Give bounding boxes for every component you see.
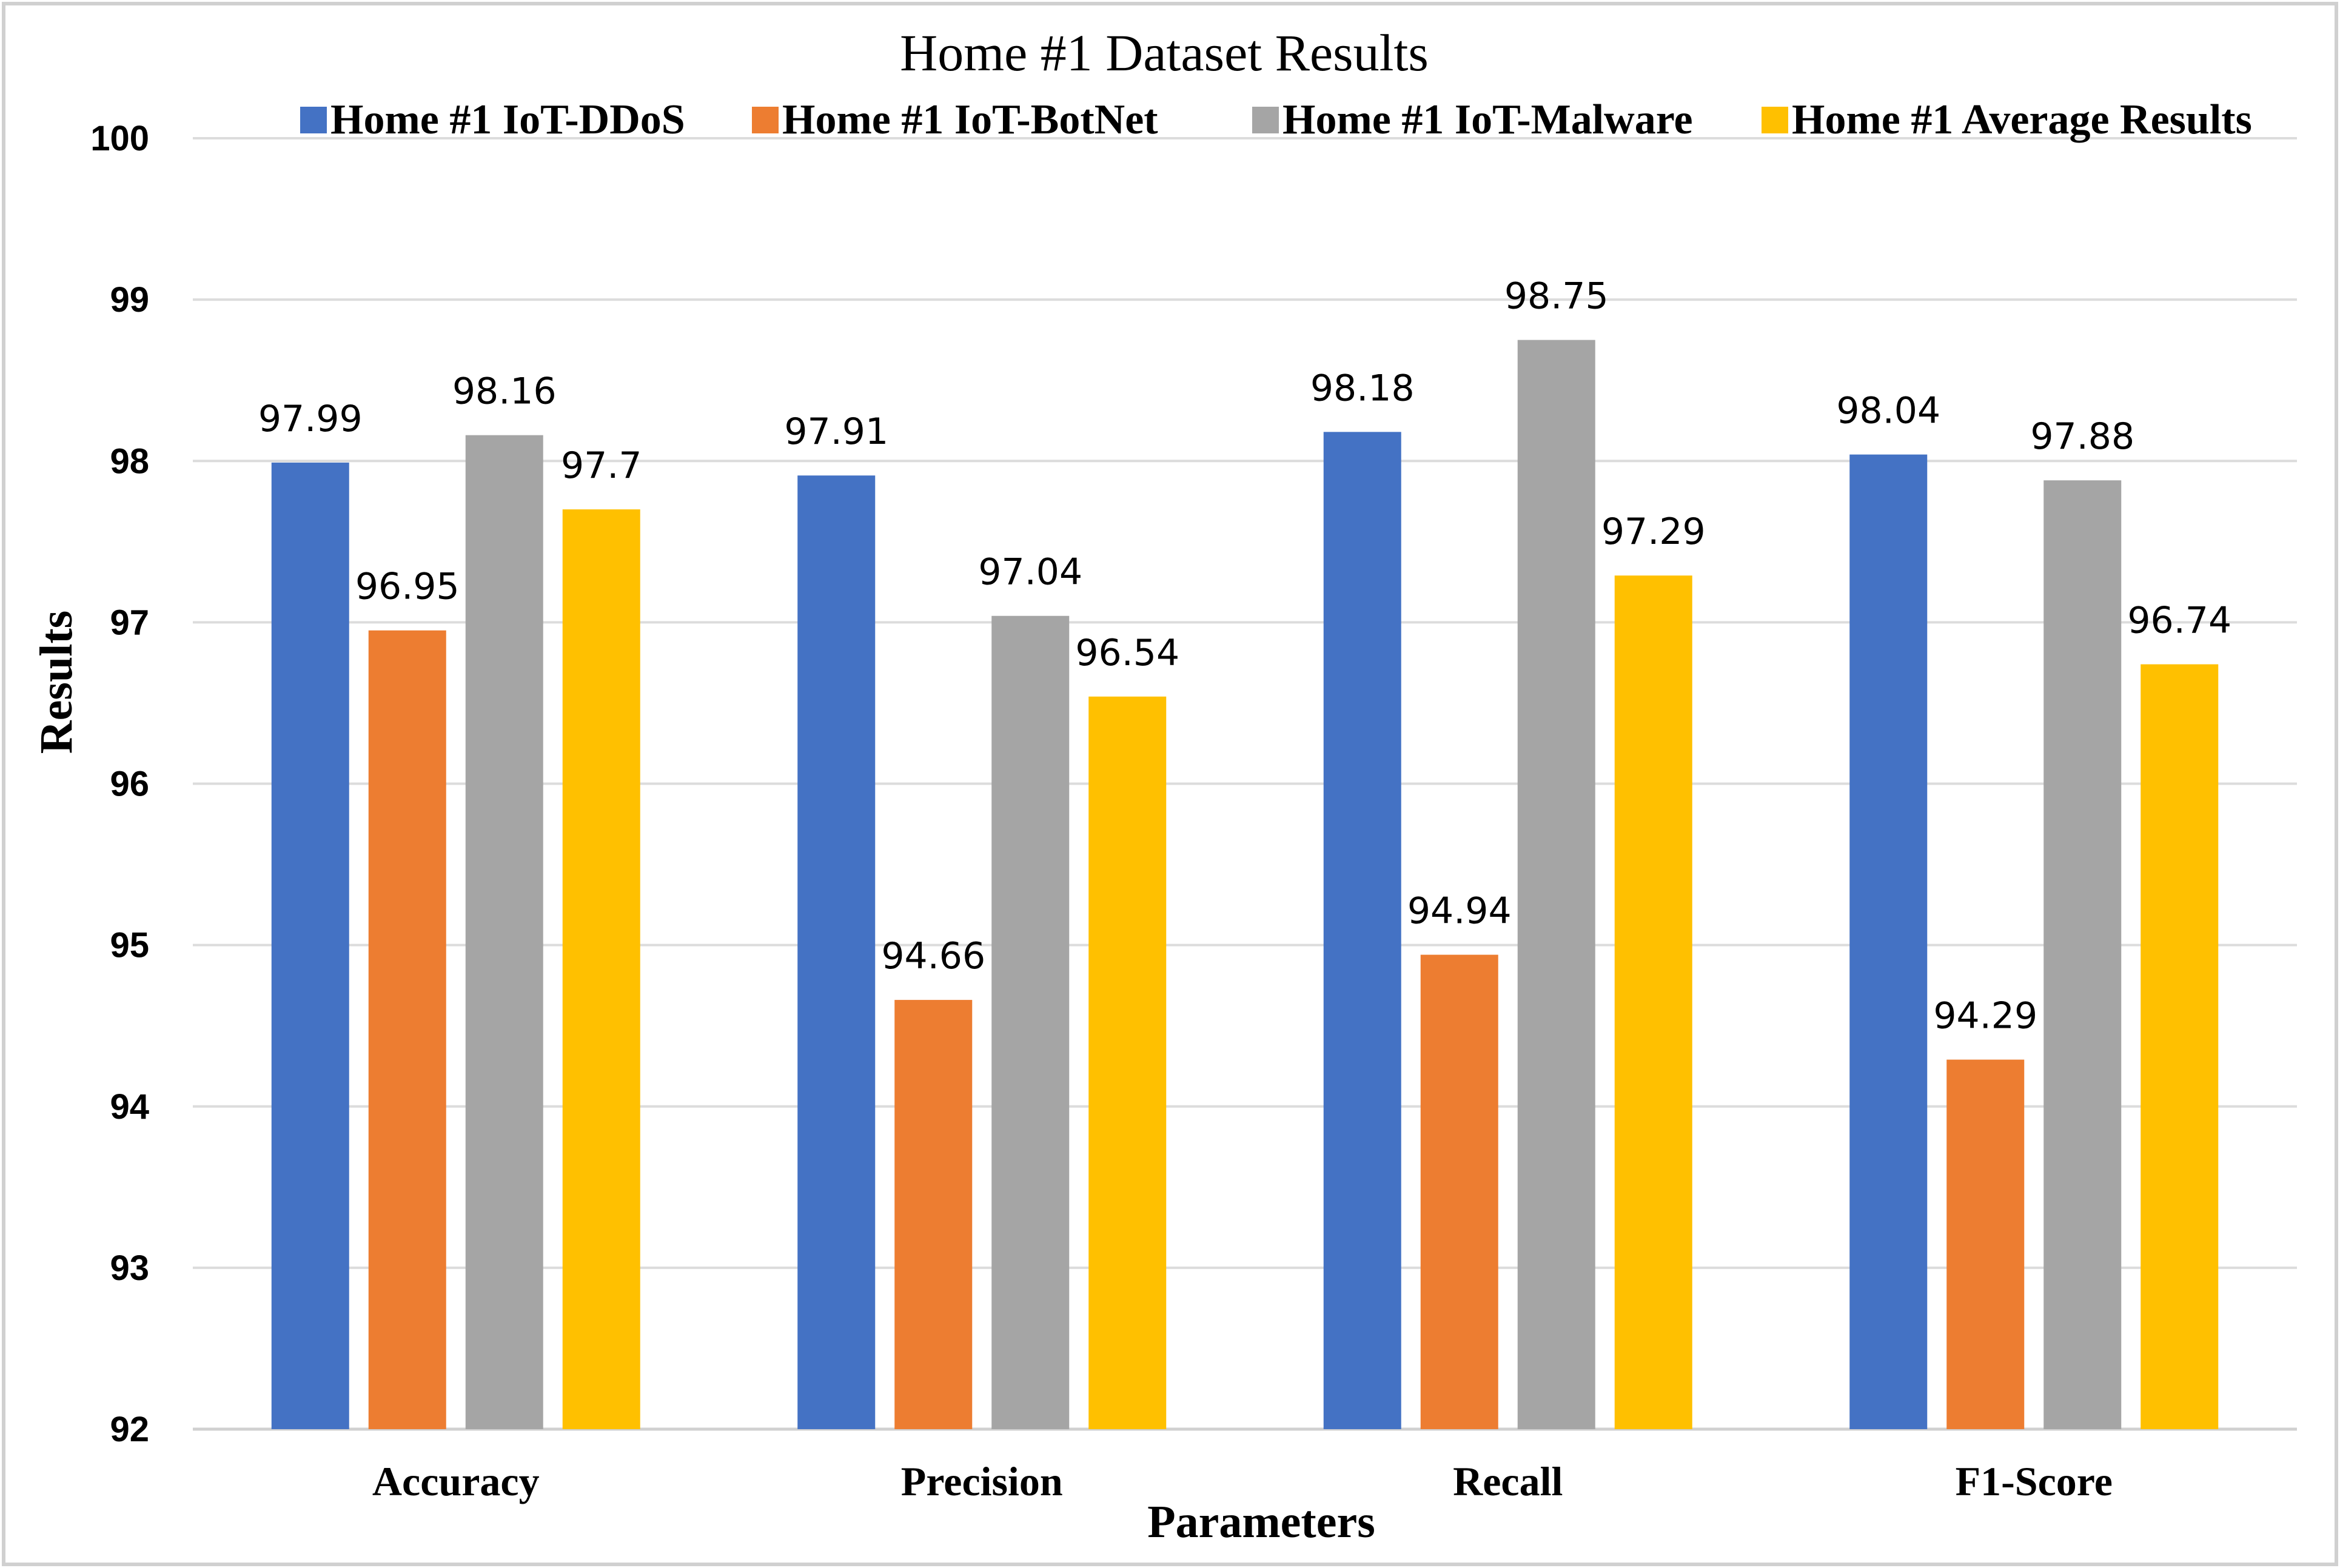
y-tick-label: 97	[110, 603, 149, 642]
category-label: Recall	[1453, 1458, 1563, 1504]
data-label: 97.29	[1601, 511, 1706, 553]
legend-label: Home #1 IoT-Malware	[1282, 96, 1693, 143]
y-tick-label: 92	[110, 1410, 149, 1449]
data-label: 97.7	[561, 444, 642, 487]
y-axis-title: Results	[31, 611, 82, 754]
category-label: Accuracy	[372, 1458, 540, 1504]
chart-title: Home #1 Dataset Results	[900, 24, 1429, 82]
gridlines	[193, 137, 2297, 1431]
bar-recall-1	[1420, 954, 1498, 1429]
bar-precision-2	[991, 615, 1070, 1429]
bar-precision-1	[894, 1000, 973, 1429]
data-label: 94.29	[1933, 995, 2037, 1037]
bar-recall-2	[1517, 340, 1595, 1429]
y-tick-label: 99	[110, 280, 149, 320]
legend-label: Home #1 IoT-BotNet	[782, 96, 1158, 143]
y-tick-label: 93	[110, 1248, 149, 1288]
bar-precision-3	[1088, 696, 1167, 1429]
x-axis-title: Parameters	[1147, 1496, 1375, 1547]
data-label: 98.04	[1836, 390, 1940, 432]
bars	[271, 340, 2219, 1430]
data-label: 97.88	[2030, 415, 2134, 458]
bar-f1-score-2	[2043, 480, 2122, 1429]
category-label: Precision	[901, 1458, 1063, 1504]
y-axis-ticks: 92 93 94 95 96 97 98 99 100	[90, 119, 149, 1449]
bar-recall-3	[1614, 575, 1692, 1429]
data-label: 97.04	[978, 551, 1082, 594]
bar-accuracy-0	[271, 462, 349, 1429]
data-label: 98.16	[452, 370, 557, 413]
bar-accuracy-3	[562, 509, 640, 1429]
legend-swatch	[1762, 107, 1788, 133]
data-label: 98.75	[1504, 275, 1609, 318]
bar-f1-score-0	[1849, 454, 1928, 1429]
y-tick-label: 95	[110, 926, 149, 965]
legend-label: Home #1 IoT-DDoS	[330, 96, 685, 143]
data-label: 96.74	[2127, 600, 2231, 642]
data-label: 94.94	[1407, 890, 1512, 933]
bar-f1-score-3	[2141, 664, 2219, 1429]
bar-precision-0	[797, 475, 876, 1430]
y-tick-label: 98	[110, 441, 149, 481]
bar-accuracy-2	[465, 435, 543, 1430]
y-tick-label: 94	[110, 1087, 149, 1127]
data-label: 98.18	[1310, 367, 1415, 409]
bar-f1-score-1	[1946, 1059, 2025, 1429]
legend-swatch	[752, 107, 779, 133]
y-tick-label: 100	[90, 119, 149, 158]
legend-swatch	[300, 107, 327, 133]
bar-accuracy-1	[368, 630, 446, 1429]
data-label: 97.99	[258, 398, 363, 440]
data-label: 96.54	[1075, 632, 1179, 674]
data-label: 96.95	[355, 566, 460, 608]
bar-recall-0	[1323, 432, 1401, 1430]
data-label: 97.91	[784, 410, 888, 453]
x-axis-categories: Accuracy Precision Recall F1-Score	[372, 1458, 2113, 1504]
legend-swatch	[1252, 107, 1279, 133]
data-label: 94.66	[881, 935, 985, 977]
legend: Home #1 IoT-DDoS Home #1 IoT-BotNet Home #…	[300, 96, 2252, 143]
legend-label: Home #1 Average Results	[1792, 96, 2252, 143]
category-label: F1-Score	[1956, 1458, 2113, 1504]
y-tick-label: 96	[110, 765, 149, 804]
